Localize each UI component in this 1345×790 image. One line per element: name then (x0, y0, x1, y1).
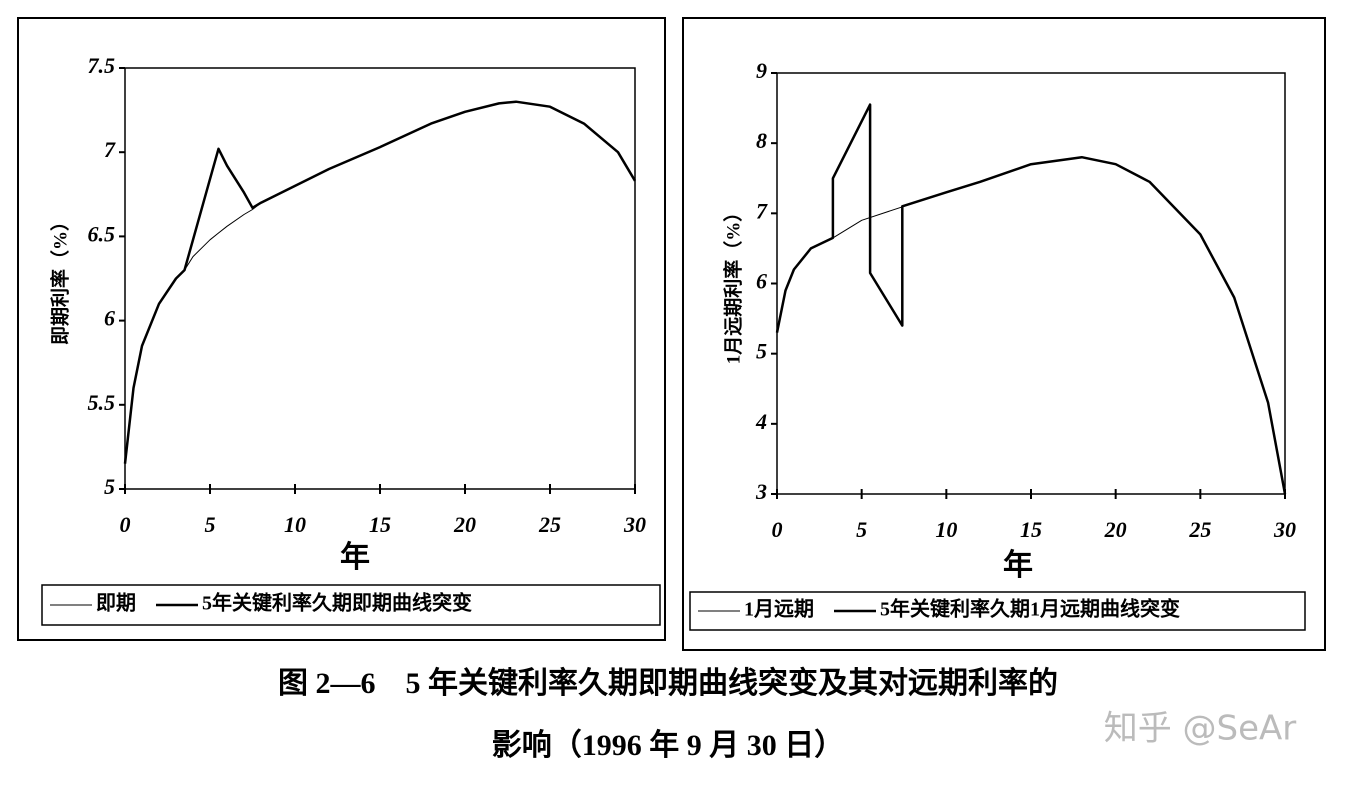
y-axis-label: 1月远期利率（%） (721, 203, 744, 365)
x-tick-label: 10 (935, 517, 957, 542)
plot-frame (124, 67, 636, 490)
legend-box (689, 591, 1306, 631)
legend-box (41, 584, 661, 626)
x-tick-label: 20 (453, 512, 476, 537)
panel-frame (682, 17, 1326, 651)
y-tick-label: 5 (756, 339, 767, 364)
x-tick-label: 5 (856, 517, 867, 542)
y-tick-label: 6 (756, 269, 767, 294)
y-tick-label: 5 (104, 474, 115, 499)
y-tick-label: 8 (756, 128, 767, 153)
x-tick-label: 20 (1104, 517, 1127, 542)
x-tick-label: 0 (120, 512, 131, 537)
x-tick-label: 30 (623, 512, 646, 537)
x-axis-label: 年 (1003, 549, 1033, 582)
watermark: 知乎 @SeAr (1104, 709, 1297, 749)
x-tick-label: 15 (369, 512, 391, 537)
x-tick-label: 5 (205, 512, 216, 537)
series-line (123, 100, 637, 464)
x-tick-label: 30 (1273, 517, 1296, 542)
series-line (775, 103, 1287, 495)
y-tick-label: 3 (755, 479, 767, 504)
y-tick-label: 7 (756, 198, 768, 223)
series-line (124, 101, 636, 464)
series-line (776, 156, 1286, 495)
y-tick-label: 6.5 (88, 221, 116, 246)
caption: 影响（1996 年 9 月 30 日） (492, 728, 845, 762)
x-tick-label: 25 (1188, 517, 1211, 542)
x-tick-label: 10 (284, 512, 306, 537)
panel-frame (17, 17, 666, 641)
legend-label: 即期 (96, 592, 136, 615)
y-tick-label: 7.5 (88, 53, 116, 78)
y-tick-label: 9 (756, 58, 767, 83)
x-tick-label: 0 (772, 517, 783, 542)
legend-label: 5年关键利率久期1月远期曲线突变 (880, 597, 1180, 621)
y-tick-label: 6 (104, 306, 115, 331)
y-tick-label: 5.5 (88, 390, 116, 415)
y-axis-label: 即期利率（%） (48, 212, 71, 345)
x-axis-label: 年 (340, 541, 370, 574)
x-tick-label: 15 (1020, 517, 1042, 542)
legend-label: 5年关键利率久期即期曲线突变 (202, 591, 472, 615)
legend-label: 1月远期 (744, 598, 814, 621)
x-tick-label: 25 (538, 512, 561, 537)
y-tick-label: 7 (104, 137, 116, 162)
caption: 图 2—6 5 年关键利率久期即期曲线突变及其对远期利率的 (278, 666, 1058, 700)
y-tick-label: 4 (755, 409, 767, 434)
